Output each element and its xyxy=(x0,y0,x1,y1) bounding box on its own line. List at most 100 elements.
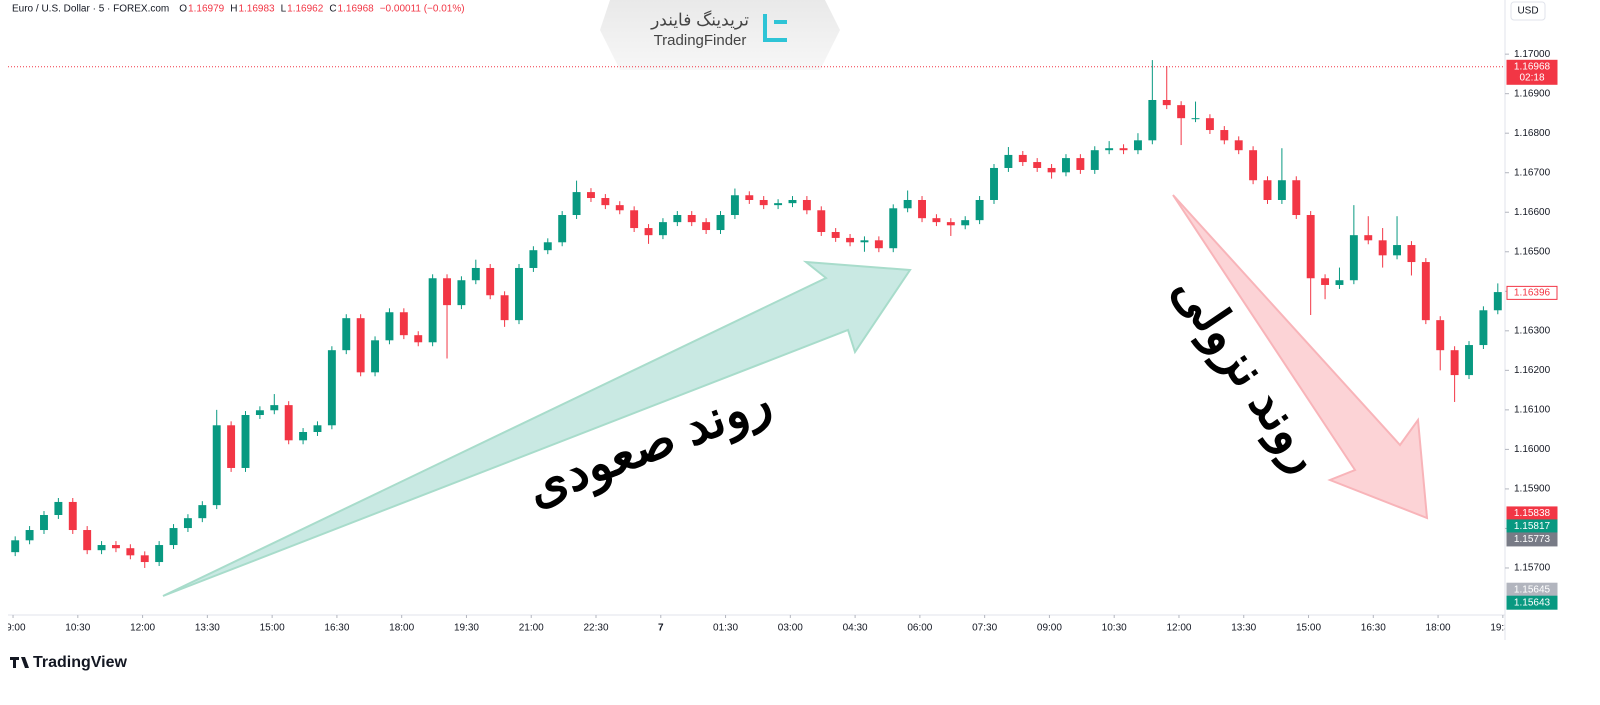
candle-body xyxy=(1450,350,1459,376)
candle-body xyxy=(1119,148,1128,151)
candle-body xyxy=(227,425,236,468)
candle-body xyxy=(730,195,739,216)
candle-body xyxy=(889,208,898,249)
candle-body xyxy=(443,278,451,306)
candle-body xyxy=(601,198,610,206)
candle-body xyxy=(25,530,34,541)
x-tick-label: 18:00 xyxy=(389,623,414,634)
price-label: 1.16968 xyxy=(1514,61,1551,72)
x-tick-label: 16:30 xyxy=(1361,623,1386,634)
currency[interactable]: USD xyxy=(1517,6,1538,17)
candle-body xyxy=(1306,215,1315,279)
candle-body xyxy=(687,215,696,223)
price-countdown: 02:18 xyxy=(1519,72,1544,83)
trend-arrows xyxy=(162,194,1429,597)
candle-body xyxy=(802,199,811,211)
price-label: 1.15838 xyxy=(1514,508,1551,519)
x-tick-label: 18:00 xyxy=(1426,623,1451,634)
x-tick-label: 21:00 xyxy=(519,623,544,634)
candle-body xyxy=(1105,148,1114,151)
price-label-box xyxy=(1506,532,1558,547)
candle-body xyxy=(1321,278,1330,285)
y-tick-label: 1.16000 xyxy=(1514,444,1551,455)
plot xyxy=(8,60,1505,568)
candle-body xyxy=(83,530,92,551)
candle-body xyxy=(1465,345,1473,376)
x-tick-label: 12:00 xyxy=(130,623,155,634)
candle-body xyxy=(615,205,624,211)
candle-body xyxy=(471,267,480,281)
x-tick-label: 15:00 xyxy=(1296,623,1321,634)
x-tick-label: 7 xyxy=(658,623,664,634)
candle-body xyxy=(1018,154,1027,163)
price-label: 1.15645 xyxy=(1514,584,1551,595)
x-tick-label: 19:30 xyxy=(1490,623,1515,634)
price-label-box xyxy=(1506,285,1558,300)
x-tick-label: 22:30 xyxy=(583,623,608,634)
ohlc-key: H xyxy=(230,4,237,15)
candle-body xyxy=(1177,105,1186,119)
candle-body xyxy=(169,528,178,546)
candle-body xyxy=(183,518,192,529)
candle-body xyxy=(1263,180,1272,200)
candle-body xyxy=(1335,280,1344,285)
candle-body xyxy=(1378,240,1387,256)
footer-brand: TradingView xyxy=(33,654,128,671)
candle-body xyxy=(903,199,912,209)
candle-body xyxy=(817,210,826,233)
y-tick-label: 1.16300 xyxy=(1514,325,1551,336)
candle-body xyxy=(990,167,998,200)
x-tick-label: 09:00 xyxy=(1037,623,1062,634)
y-tick-label: 1.16200 xyxy=(1514,365,1551,376)
candle-body xyxy=(11,540,20,553)
candle-body xyxy=(399,312,408,336)
candle-body xyxy=(500,295,509,321)
candle-body xyxy=(1133,140,1142,151)
candle-body xyxy=(1033,162,1042,168)
candle-body xyxy=(111,545,120,549)
candle-body xyxy=(874,240,883,249)
candle-body xyxy=(1393,245,1402,256)
candle-body xyxy=(241,415,250,468)
price-label: 1.15817 xyxy=(1514,521,1551,532)
y-tick-label: 1.15700 xyxy=(1514,563,1551,574)
logo-persian: تریدینگ فایندر xyxy=(650,9,749,30)
x-tick-label: 03:00 xyxy=(778,623,803,634)
candle-body xyxy=(644,228,653,236)
price-label: 1.16396 xyxy=(1514,288,1551,299)
candle-body xyxy=(658,222,667,236)
x-tick-label: 01:30 xyxy=(713,623,738,634)
ohlc-key: O xyxy=(179,4,187,15)
x-tick-label: 09:00 xyxy=(1,623,26,634)
ohlc-value: 1.16983 xyxy=(238,4,275,15)
candle-body xyxy=(1421,262,1430,321)
candle-body xyxy=(327,350,336,426)
candle-body xyxy=(1047,167,1056,173)
candle-body xyxy=(255,410,264,416)
candle-body xyxy=(1090,150,1099,170)
candle-body xyxy=(1407,245,1416,263)
candle-body xyxy=(40,515,48,531)
logo-latin: TradingFinder xyxy=(654,32,747,49)
x-tick-label: 13:30 xyxy=(1231,623,1256,634)
candle-body xyxy=(414,335,423,343)
price-label: 1.15643 xyxy=(1514,597,1551,608)
candle-body xyxy=(486,267,495,296)
candle-body xyxy=(961,220,970,226)
currency-box[interactable] xyxy=(1510,1,1546,21)
candle-body xyxy=(673,215,682,223)
candle-body xyxy=(1234,140,1243,151)
ohlc-key: L xyxy=(281,4,287,15)
candle-body xyxy=(932,218,941,223)
candle-body xyxy=(1249,150,1258,181)
x-tick-label: 19:30 xyxy=(454,623,479,634)
candle-body xyxy=(918,199,926,219)
candle-body xyxy=(428,278,437,343)
candle-body xyxy=(1162,99,1171,106)
ohlc-key: C xyxy=(329,4,336,15)
price-label-box xyxy=(1506,59,1558,85)
candle-body xyxy=(587,192,595,199)
y-tick-label: 1.16800 xyxy=(1514,128,1551,139)
candle-body xyxy=(1076,158,1085,170)
